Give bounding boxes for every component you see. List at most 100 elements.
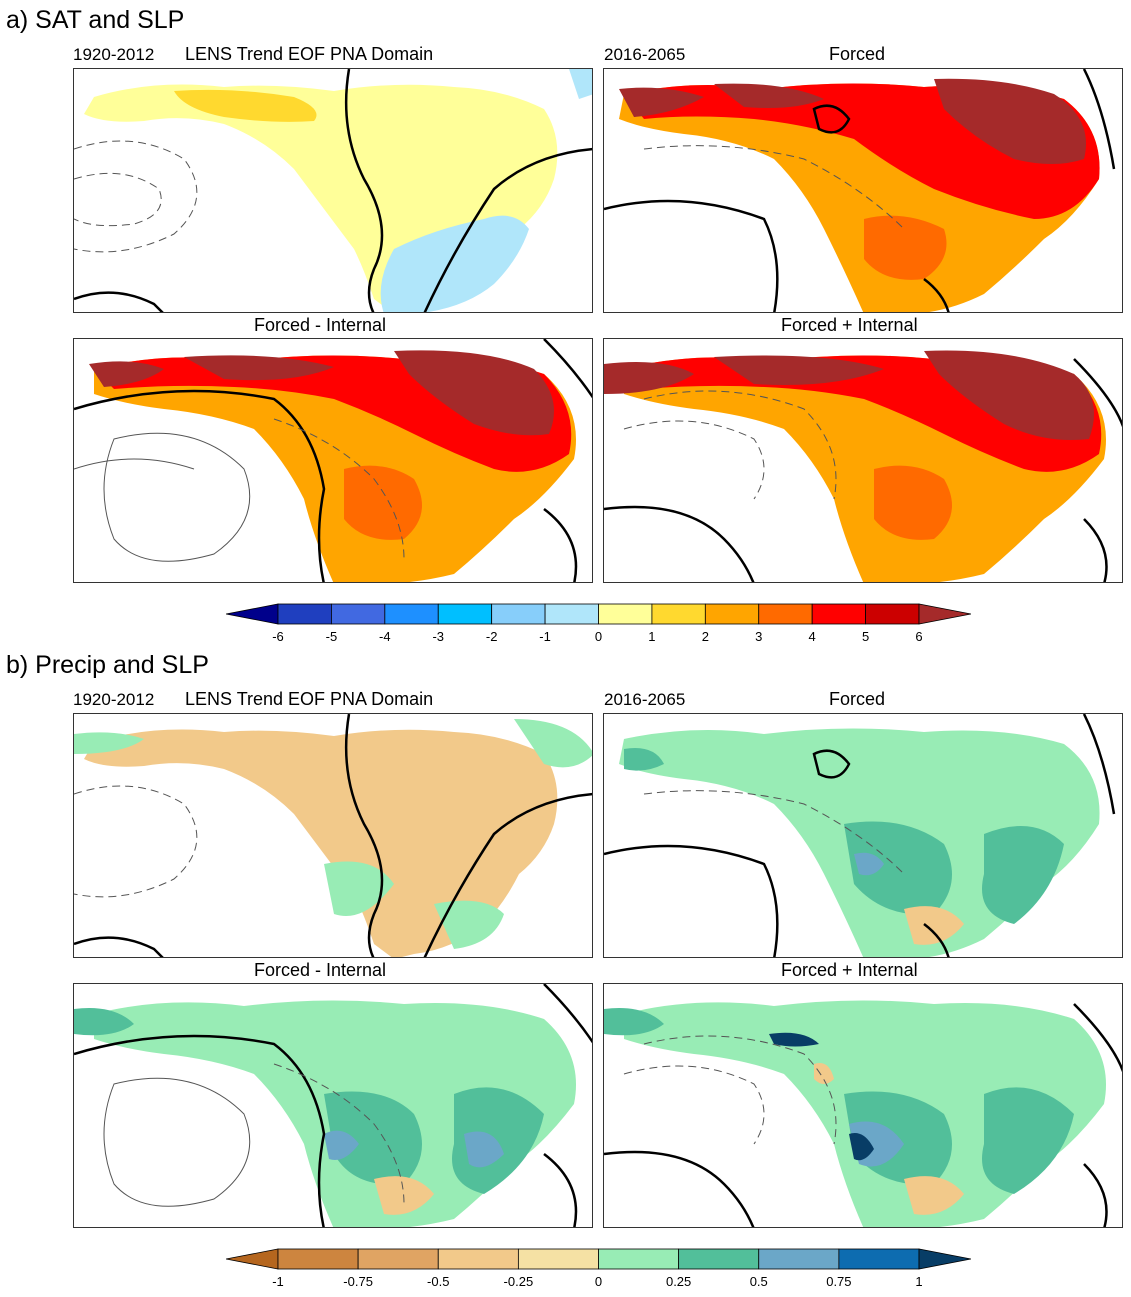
slp-contour-solid bbox=[74, 458, 195, 470]
map-panel-a4 bbox=[603, 338, 1123, 583]
slp-zero-contour bbox=[74, 1034, 326, 1227]
slp-zero-contour bbox=[423, 792, 592, 957]
slp-contour-dashed bbox=[643, 390, 837, 500]
slp-zero-contour bbox=[344, 714, 384, 957]
slp-contour-dashed bbox=[74, 785, 198, 898]
panel-a2-years: 2016-2065 bbox=[604, 45, 686, 64]
map-panel-b4 bbox=[603, 983, 1123, 1228]
colorbar-bin bbox=[704, 603, 760, 625]
colorbar-bin bbox=[491, 603, 546, 625]
slp-positive-contour bbox=[812, 104, 851, 134]
colorbar-tick-label: -4 bbox=[379, 629, 391, 644]
colorbar-bin bbox=[437, 1248, 519, 1270]
colorbar-tick-label: -2 bbox=[486, 629, 498, 644]
slp-contour-dashed bbox=[623, 420, 765, 500]
slp-zero-contour bbox=[604, 1150, 755, 1227]
slp-positive-contour bbox=[923, 278, 950, 312]
precip-land-dry bbox=[84, 729, 558, 957]
slp-zero-contour bbox=[74, 389, 326, 582]
colorbar-bin bbox=[838, 1248, 920, 1270]
slp-positive-contour bbox=[812, 749, 851, 779]
slp-contour-dashed bbox=[74, 172, 162, 227]
slp-contour-dashed bbox=[643, 145, 905, 230]
panel-b2-title: Forced bbox=[829, 689, 886, 709]
slp-zero-contour bbox=[543, 339, 592, 399]
colorbar-bin bbox=[758, 603, 813, 625]
sat-land-darkred bbox=[619, 78, 1086, 164]
colorbar-lower-extension bbox=[226, 1248, 279, 1270]
colorbar-bin bbox=[331, 603, 386, 625]
precip-land-wetter bbox=[74, 1008, 544, 1194]
colorbar-tick-label: 3 bbox=[755, 629, 762, 644]
colorbar-tick-label: 0.25 bbox=[666, 1274, 691, 1289]
precip-land-wetter bbox=[624, 748, 1064, 924]
precip-land-wettest bbox=[324, 1130, 504, 1168]
slp-contour-dashed bbox=[74, 140, 198, 253]
colorbar-tick-label: -1 bbox=[272, 1274, 284, 1289]
colorbar-lower-extension bbox=[226, 603, 279, 625]
slp-contour-dashed bbox=[273, 418, 405, 560]
slp-zero-contour bbox=[74, 936, 164, 957]
colorbar-tick-label: 6 bbox=[915, 629, 922, 644]
colorbar-tick-label: 0.5 bbox=[750, 1274, 768, 1289]
colorbar-tick-label: 0.75 bbox=[826, 1274, 851, 1289]
map-panel-a2 bbox=[603, 68, 1123, 313]
slp-contour-solid bbox=[103, 432, 251, 562]
sat-land-darkred bbox=[604, 350, 1094, 440]
slp-positive-contour bbox=[1082, 69, 1116, 170]
section-b-title: b) Precip and SLP bbox=[6, 651, 209, 679]
colorbar-bin bbox=[811, 603, 866, 625]
slp-zero-contour bbox=[604, 199, 779, 312]
map-panel-b3 bbox=[73, 983, 593, 1228]
colorbar-tick-label: -6 bbox=[272, 629, 284, 644]
colorbar-bin bbox=[384, 603, 439, 625]
map-panel-b2 bbox=[603, 713, 1123, 958]
colorbar-tick-label: -0.5 bbox=[427, 1274, 449, 1289]
map-panel-a1 bbox=[73, 68, 593, 313]
panel-b3-title: Forced - Internal bbox=[254, 960, 387, 980]
colorbar-bin bbox=[517, 1248, 599, 1270]
colorbar-precip: -1 -0.75 -0.5 -0.25 0 0.25 0.5 0.75 1 bbox=[226, 1248, 971, 1289]
colorbar-bin bbox=[678, 1248, 760, 1270]
colorbar-upper-extension bbox=[918, 603, 971, 625]
map-panel-b1 bbox=[73, 713, 593, 958]
colorbar-tick-label: 4 bbox=[809, 629, 816, 644]
panel-a4-title: Forced + Internal bbox=[781, 315, 918, 335]
panel-a1-years: 1920-2012 bbox=[73, 45, 155, 64]
slp-zero-contour bbox=[543, 984, 592, 1044]
panel-b1-title: LENS Trend EOF PNA Domain bbox=[185, 689, 434, 709]
colorbar-bin bbox=[277, 603, 332, 625]
slp-zero-contour bbox=[1083, 1163, 1108, 1227]
precip-land-dry bbox=[904, 906, 964, 945]
slp-zero-contour bbox=[344, 69, 384, 312]
colorbar-tick-label: -3 bbox=[432, 629, 444, 644]
colorbar-tick-label: 1 bbox=[915, 1274, 922, 1289]
colorbar-tick-label: 0 bbox=[595, 629, 602, 644]
precip-land-wet bbox=[74, 719, 592, 949]
sat-land-orange2 bbox=[344, 465, 422, 540]
panel-a2-title: Forced bbox=[829, 44, 886, 64]
panel-a1-title: LENS Trend EOF PNA Domain bbox=[185, 44, 434, 64]
colorbar-bin bbox=[544, 603, 599, 625]
colorbar-bin bbox=[598, 1248, 680, 1270]
colorbar-bin bbox=[651, 603, 706, 625]
slp-zero-contour bbox=[423, 147, 592, 312]
slp-contour-dashed bbox=[273, 1063, 405, 1205]
panel-b2-years: 2016-2065 bbox=[604, 690, 686, 709]
colorbar-tick-label: 5 bbox=[862, 629, 869, 644]
sat-land-darkred bbox=[89, 350, 554, 436]
sat-land-negative bbox=[380, 215, 529, 312]
slp-zero-contour bbox=[543, 508, 578, 582]
section-a-title: a) SAT and SLP bbox=[6, 6, 185, 34]
slp-zero-contour bbox=[74, 291, 164, 312]
panel-b1-years: 1920-2012 bbox=[73, 690, 155, 709]
colorbar-bin bbox=[357, 1248, 439, 1270]
panel-a3-title: Forced - Internal bbox=[254, 315, 387, 335]
colorbar-tick-label: 1 bbox=[648, 629, 655, 644]
colorbar-bin bbox=[598, 603, 653, 625]
colorbar-bin bbox=[865, 603, 920, 625]
colorbar-tick-label: -1 bbox=[539, 629, 551, 644]
sat-land-orange2 bbox=[864, 215, 947, 280]
map-panel-a3 bbox=[73, 338, 593, 583]
slp-zero-contour bbox=[604, 505, 755, 582]
